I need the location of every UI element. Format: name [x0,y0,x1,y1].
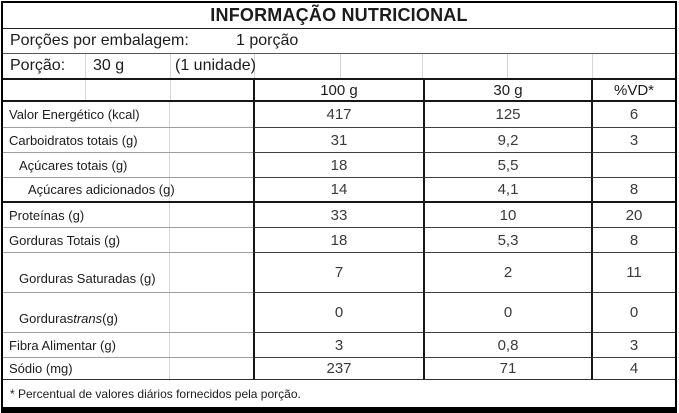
value-per-30g: 125 [423,102,591,128]
value-per-30g: 2 [423,253,591,293]
value-per-100g: 18 [253,153,423,178]
portion-amount: 30 g [93,57,125,74]
nutrient-label: Valor Energético (kcal) [3,102,253,128]
value-per-30g: 0,8 [423,333,591,358]
servings-per-package-label: Porções por embalagem: [10,32,189,49]
nutrient-label: Gorduras Totais (g) [3,228,253,253]
servings-row: Porções por embalagem: 1 porção [3,29,675,54]
nutrient-row-sodium: Sódio (mg) 237 71 4 [3,358,675,380]
faint-gridline [422,54,423,78]
faint-gridline [507,54,508,78]
value-per-30g: 9,2 [423,128,591,153]
faint-gridline [85,54,86,78]
footnote: * Percentual de valores diários fornecid… [10,386,301,401]
label-suffix: (g) [102,311,118,326]
value-per-30g: 4,1 [423,178,591,201]
faint-gridline [592,54,593,78]
value-per-100g: 7 [253,253,423,293]
nutrient-row-energy: Valor Energético (kcal) 417 125 6 [3,102,675,128]
nutrient-row-sugars-total: Açúcares totais (g) 18 5,5 [3,153,675,178]
nutrient-row-fat-total: Gorduras Totais (g) 18 5,3 8 [3,228,675,253]
value-per-100g: 31 [253,128,423,153]
value-vd: 0 [591,293,675,333]
nutrient-label: Proteínas (g) [3,203,253,228]
label-prefix: Gorduras [19,311,74,326]
nutrient-label: Gorduras Saturadas (g) [3,253,253,293]
value-per-100g: 18 [253,228,423,253]
column-header-empty [3,80,253,100]
nutrient-row-protein: Proteínas (g) 33 10 20 [3,203,675,228]
value-vd: 8 [591,228,675,253]
value-per-100g: 14 [253,178,423,201]
faint-gridline [85,80,86,100]
column-header-vd: %VD* [591,80,675,100]
nutrient-row-fiber: Fibra Alimentar (g) 3 0,8 3 [3,333,675,358]
value-per-100g: 417 [253,102,423,128]
value-per-100g: 237 [253,358,423,380]
nutrient-label: Açúcares adicionados (g) [28,182,175,197]
portion-label: Porção: [10,57,66,74]
nutrient-row-fat-saturated: Gorduras Saturadas (g) 7 2 11 [3,253,675,293]
value-per-30g: 5,5 [423,153,591,178]
nutrient-label: Sódio (mg) [3,358,253,380]
servings-per-package-value: 1 porção [236,32,299,49]
faint-gridline [340,54,341,78]
faint-gridline [170,54,171,78]
value-vd: 8 [591,178,675,201]
faint-gridline [170,80,171,100]
nutrient-label: Açúcares totais (g) [3,153,253,178]
value-per-30g: 71 [423,358,591,380]
portion-row: Porção: 30 g (1 unidade) [3,54,675,80]
value-vd: 4 [591,358,675,380]
value-per-30g: 5,3 [423,228,591,253]
column-header-100g: 100 g [253,80,423,100]
value-vd: 6 [591,102,675,128]
label-trans-italic: trans [73,311,103,326]
value-per-30g: 10 [423,203,591,228]
value-vd: 3 [591,128,675,153]
value-per-100g: 0 [253,293,423,333]
footnote-row: * Percentual de valores diários fornecid… [3,380,675,407]
nutrient-row-fat-trans: Gorduras trans (g) 0 0 0 [3,293,675,333]
page-title: INFORMAÇÃO NUTRICIONAL [210,5,468,25]
value-per-100g: 3 [253,333,423,358]
nutrient-label: Fibra Alimentar (g) [3,333,253,358]
portion-unit-note: (1 unidade) [175,57,256,74]
faint-gridline [169,102,170,381]
faint-gridline [254,54,255,78]
value-vd [591,153,675,178]
value-per-100g: 33 [253,203,423,228]
value-vd: 11 [591,253,675,293]
nutrient-row-sugars-added: Açúcares adicionados (g) 14 4,1 8 [3,178,675,203]
value-vd: 3 [591,333,675,358]
column-header-30g: 30 g [423,80,591,100]
value-vd: 20 [591,203,675,228]
nutrient-row-carbs: Carboidratos totais (g) 31 9,2 3 [3,128,675,153]
nutrient-label: Gorduras trans (g) [3,293,253,333]
title-row: INFORMAÇÃO NUTRICIONAL [3,3,675,29]
nutrient-label: Carboidratos totais (g) [3,128,253,153]
value-per-30g: 0 [423,293,591,333]
column-header-row: 100 g 30 g %VD* [3,80,675,102]
